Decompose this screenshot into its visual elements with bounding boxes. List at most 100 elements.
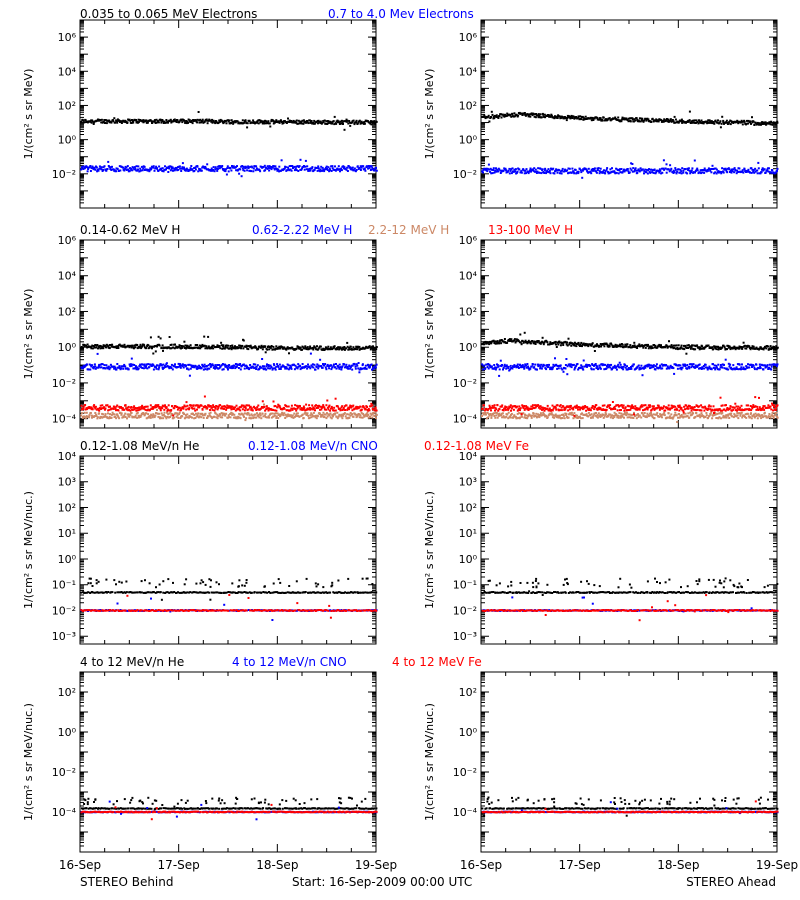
data-point — [109, 405, 111, 408]
plot-frame — [480, 239, 778, 429]
data-point — [96, 119, 99, 122]
data-point — [505, 169, 508, 172]
data-point — [340, 119, 343, 122]
data-point — [358, 119, 361, 122]
data-point — [186, 413, 189, 416]
data-point — [332, 364, 335, 367]
data-point — [183, 340, 186, 343]
data-point — [500, 342, 503, 345]
data-point — [180, 119, 183, 122]
data-point — [337, 366, 340, 369]
data-point — [767, 170, 770, 173]
data-point — [126, 417, 128, 420]
data-point — [93, 345, 96, 348]
data-point — [150, 120, 153, 123]
data-point — [190, 165, 193, 167]
data-point — [685, 352, 688, 355]
data-point — [325, 417, 328, 420]
data-point — [136, 347, 139, 350]
data-point — [277, 366, 280, 368]
data-point — [127, 409, 130, 412]
data-point — [539, 341, 542, 344]
data-point — [338, 121, 341, 124]
data-point — [483, 343, 486, 346]
data-point — [374, 407, 377, 410]
data-point — [354, 365, 357, 368]
data-point — [212, 404, 215, 407]
data-point — [152, 413, 155, 416]
data-point — [102, 347, 105, 350]
data-point — [226, 416, 229, 419]
data-point — [261, 120, 264, 123]
data-point — [106, 168, 109, 170]
data-point — [526, 342, 529, 345]
data-point — [506, 341, 509, 344]
data-point — [160, 412, 163, 415]
data-point — [315, 414, 317, 417]
data-point — [321, 414, 324, 416]
data-point — [366, 165, 369, 168]
data-point — [278, 165, 281, 168]
data-point — [118, 343, 121, 346]
data-point — [237, 363, 240, 366]
data-point — [700, 119, 703, 122]
data-point — [584, 344, 587, 347]
data-point — [152, 407, 155, 410]
data-point — [696, 169, 699, 172]
data-point — [356, 348, 359, 351]
data-point — [181, 363, 184, 366]
data-point — [553, 117, 556, 120]
data-point — [114, 408, 117, 410]
data-point — [216, 408, 219, 411]
data-point — [367, 408, 370, 410]
data-point — [226, 367, 229, 369]
data-point — [301, 408, 304, 411]
data-point — [771, 123, 774, 126]
data-point — [201, 412, 203, 415]
data-point — [610, 343, 613, 346]
data-point — [114, 415, 117, 418]
data-point — [693, 119, 696, 122]
data-point — [369, 412, 372, 415]
series-points — [481, 331, 779, 355]
data-point — [358, 371, 361, 374]
data-point — [315, 167, 318, 169]
data-point — [611, 167, 613, 170]
data-point — [358, 345, 361, 348]
data-point — [88, 406, 91, 408]
data-point — [555, 343, 557, 346]
data-point — [170, 367, 173, 369]
data-point — [661, 167, 663, 170]
data-point — [229, 366, 232, 369]
data-point — [241, 119, 244, 122]
data-point — [490, 116, 492, 118]
data-point — [207, 119, 210, 122]
data-point — [82, 168, 85, 170]
data-point — [514, 170, 517, 173]
data-point — [216, 344, 219, 347]
data-point — [725, 119, 728, 122]
data-point — [165, 119, 168, 121]
data-point — [128, 363, 131, 366]
data-point — [561, 116, 564, 119]
data-point — [705, 120, 707, 123]
data-point — [118, 367, 121, 369]
data-point — [80, 168, 83, 171]
data-point — [208, 405, 211, 408]
data-point — [109, 366, 112, 369]
data-point — [731, 170, 734, 173]
data-point — [687, 169, 690, 171]
data-point — [292, 416, 295, 419]
data-point — [543, 169, 546, 172]
data-point — [229, 413, 232, 415]
data-point — [265, 368, 268, 371]
data-point — [274, 367, 276, 370]
data-point — [326, 363, 329, 366]
data-point — [348, 416, 351, 419]
data-point — [284, 413, 287, 416]
data-point — [178, 413, 181, 416]
data-point — [204, 347, 207, 350]
data-point — [328, 120, 331, 123]
data-point — [304, 346, 307, 349]
